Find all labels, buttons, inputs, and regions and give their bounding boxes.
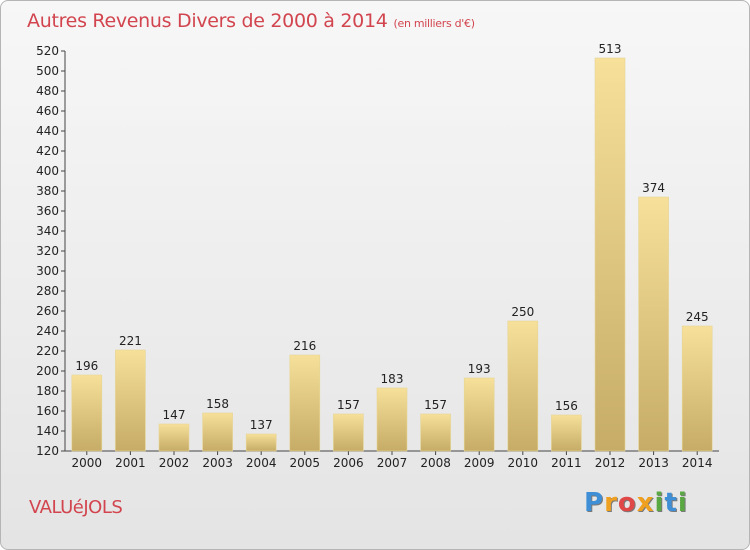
- chart-title: Autres Revenus Divers de 2000 à 2014 (en …: [27, 10, 475, 32]
- bar: [158, 423, 190, 452]
- y-tick-label: 500: [36, 64, 59, 78]
- x-tick-label: 2006: [333, 456, 364, 470]
- y-tick-label: 240: [36, 324, 59, 338]
- bar: [551, 414, 582, 452]
- bar: [376, 387, 408, 452]
- y-tick-label: 420: [36, 144, 59, 158]
- location-name: VALUéJOLS: [29, 497, 123, 518]
- y-tick-label: 120: [36, 444, 59, 458]
- logo-letter: r: [604, 488, 618, 518]
- bar: [245, 433, 277, 452]
- bar-value-label: 374: [642, 181, 665, 195]
- y-tick-label: 260: [36, 304, 59, 318]
- x-tick-label: 2014: [682, 456, 713, 470]
- x-tick-label: 2012: [595, 456, 626, 470]
- y-tick-label: 300: [36, 264, 59, 278]
- bar: [420, 413, 451, 452]
- logo-letter: x: [636, 488, 655, 518]
- bar: [638, 196, 669, 452]
- bar: [71, 374, 103, 452]
- x-tick-label: 2007: [377, 456, 408, 470]
- x-tick-label: 2011: [551, 456, 582, 470]
- x-tick-label: 2002: [159, 456, 190, 470]
- bar: [681, 325, 713, 452]
- bar-value-label: 137: [250, 418, 273, 432]
- x-tick-label: 2003: [202, 456, 233, 470]
- y-tick-label: 280: [36, 284, 59, 298]
- y-tick-label: 220: [36, 344, 59, 358]
- y-tick-label: 480: [36, 84, 59, 98]
- x-tick-label: 2005: [290, 456, 321, 470]
- y-tick-label: 200: [36, 364, 59, 378]
- bar-value-label: 196: [75, 359, 98, 373]
- bar: [507, 320, 539, 452]
- bar: [333, 413, 364, 452]
- y-tick-label: 400: [36, 164, 59, 178]
- bar-value-label: 221: [119, 334, 142, 348]
- y-tick-label: 360: [36, 204, 59, 218]
- logo-letter: t: [664, 488, 678, 518]
- bar-value-label: 513: [599, 42, 622, 56]
- x-tick-label: 2008: [420, 456, 451, 470]
- bar-value-label: 193: [468, 362, 491, 376]
- x-tick-label: 2001: [115, 456, 146, 470]
- y-tick-label: 460: [36, 104, 59, 118]
- y-tick-label: 320: [36, 244, 59, 258]
- bar-value-label: 216: [293, 339, 316, 353]
- bar: [202, 412, 233, 452]
- y-tick-label: 340: [36, 224, 59, 238]
- x-tick-label: 2000: [72, 456, 103, 470]
- y-tick-label: 180: [36, 384, 59, 398]
- bar: [463, 377, 495, 452]
- bar-value-label: 183: [381, 372, 404, 386]
- logo-letter: P: [584, 488, 605, 518]
- bar: [115, 349, 146, 452]
- y-tick-label: 380: [36, 184, 59, 198]
- logo-letter: i: [654, 488, 665, 518]
- proxiti-logo: Proxiti: [584, 488, 688, 518]
- bar-value-label: 157: [337, 398, 360, 412]
- x-tick-label: 2013: [638, 456, 669, 470]
- bar-value-label: 245: [686, 310, 709, 324]
- y-tick-label: 440: [36, 124, 59, 138]
- bar: [594, 57, 626, 452]
- chart-title-text: Autres Revenus Divers de 2000 à 2014: [27, 10, 388, 32]
- y-tick-label: 520: [36, 44, 59, 58]
- bar-value-label: 250: [511, 305, 534, 319]
- logo-letter: i: [677, 488, 688, 518]
- bar-value-label: 156: [555, 399, 578, 413]
- x-tick-label: 2009: [464, 456, 495, 470]
- y-tick-label: 140: [36, 424, 59, 438]
- chart-unit: (en milliers d'€): [393, 17, 475, 30]
- logo-letter: o: [617, 488, 637, 518]
- bar-value-label: 158: [206, 397, 229, 411]
- x-tick-label: 2010: [508, 456, 539, 470]
- bar-value-label: 157: [424, 398, 447, 412]
- y-tick-label: 160: [36, 404, 59, 418]
- bar-value-label: 147: [163, 408, 186, 422]
- bar: [289, 354, 321, 452]
- x-tick-label: 2004: [246, 456, 277, 470]
